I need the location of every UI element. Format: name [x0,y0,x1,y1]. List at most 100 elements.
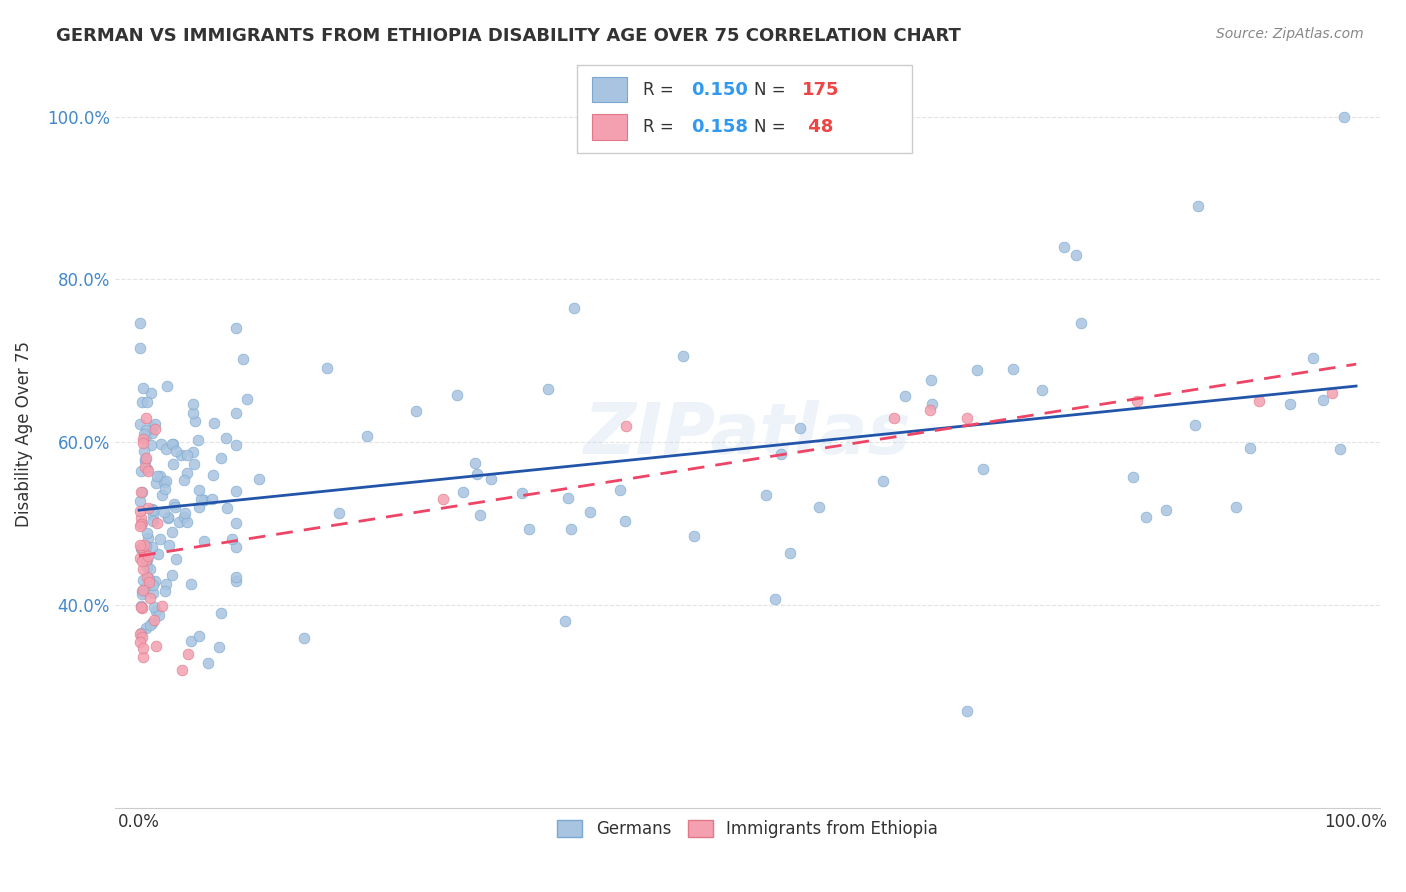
Point [225,405,247,419]
Point [150,599,173,613]
Point [132,562,155,576]
Point [453,485,475,500]
Point [142,613,165,627]
Point [221,533,243,547]
Point [173,474,195,488]
Point [129,626,152,640]
Point [132,443,155,458]
Point [173,506,195,520]
Point [1320,386,1343,401]
Point [136,501,159,516]
Point [146,516,169,531]
Point [188,629,211,643]
Point [136,553,159,567]
Point [132,549,155,564]
Point [614,514,637,528]
Point [129,484,152,499]
Point [465,467,488,482]
Point [132,538,155,552]
Point [921,396,943,410]
Point [170,663,193,677]
Point [141,615,163,630]
Point [153,505,176,519]
Bar [592,77,627,103]
Point [132,427,155,442]
Point [479,472,502,486]
Point [129,316,152,330]
Point [139,618,162,632]
Point [920,402,942,417]
Point [187,483,209,497]
Point [180,633,202,648]
Text: N =: N = [754,118,790,136]
Point [176,467,198,481]
Point [187,433,209,447]
Point [129,538,152,552]
Point [883,410,905,425]
Point [225,438,247,452]
Point [145,422,167,436]
Point [136,462,159,476]
Point [1069,316,1091,330]
Point [1329,442,1351,456]
Point [972,461,994,475]
Point [232,351,254,366]
Point [682,529,704,543]
Point [135,423,157,437]
Text: GERMAN VS IMMIGRANTS FROM ETHIOPIA DISABILITY AGE OVER 75 CORRELATION CHART: GERMAN VS IMMIGRANTS FROM ETHIOPIA DISAB… [56,27,962,45]
Point [143,574,166,589]
Point [135,621,157,635]
Point [145,604,167,618]
Point [129,504,152,518]
Point [184,414,207,428]
Point [134,452,156,467]
Point [190,491,212,506]
Point [236,392,259,406]
Text: R =: R = [643,80,679,98]
Point [129,635,152,649]
Point [132,546,155,560]
Point [1225,500,1247,515]
Point [129,519,152,533]
Point [1154,503,1177,517]
Point [138,561,160,575]
Point [893,389,915,403]
Point [139,438,162,452]
Point [132,583,155,598]
Text: N =: N = [754,80,790,98]
Point [202,417,225,431]
Point [143,417,166,432]
Point [763,591,786,606]
Point [155,583,177,598]
Point [131,626,153,640]
Point [170,448,193,462]
Point [537,382,560,396]
Point [1001,362,1024,376]
Point [141,540,163,554]
Point [142,578,165,592]
Point [131,650,153,665]
Point [316,360,339,375]
Point [131,599,153,614]
Bar [592,114,627,140]
Point [225,570,247,584]
Point [135,410,157,425]
Point [136,531,159,545]
Point [671,349,693,363]
Point [131,630,153,644]
Point [1187,199,1209,213]
Point [138,572,160,586]
Point [135,553,157,567]
Point [1184,418,1206,433]
Point [160,568,183,582]
Text: 0.150: 0.150 [690,80,748,98]
Point [1279,397,1302,411]
Point [150,437,173,451]
Point [132,640,155,655]
Point [464,456,486,470]
Point [134,539,156,553]
Point [755,488,778,502]
Point [1031,384,1053,398]
Point [292,631,315,645]
Point [131,554,153,568]
